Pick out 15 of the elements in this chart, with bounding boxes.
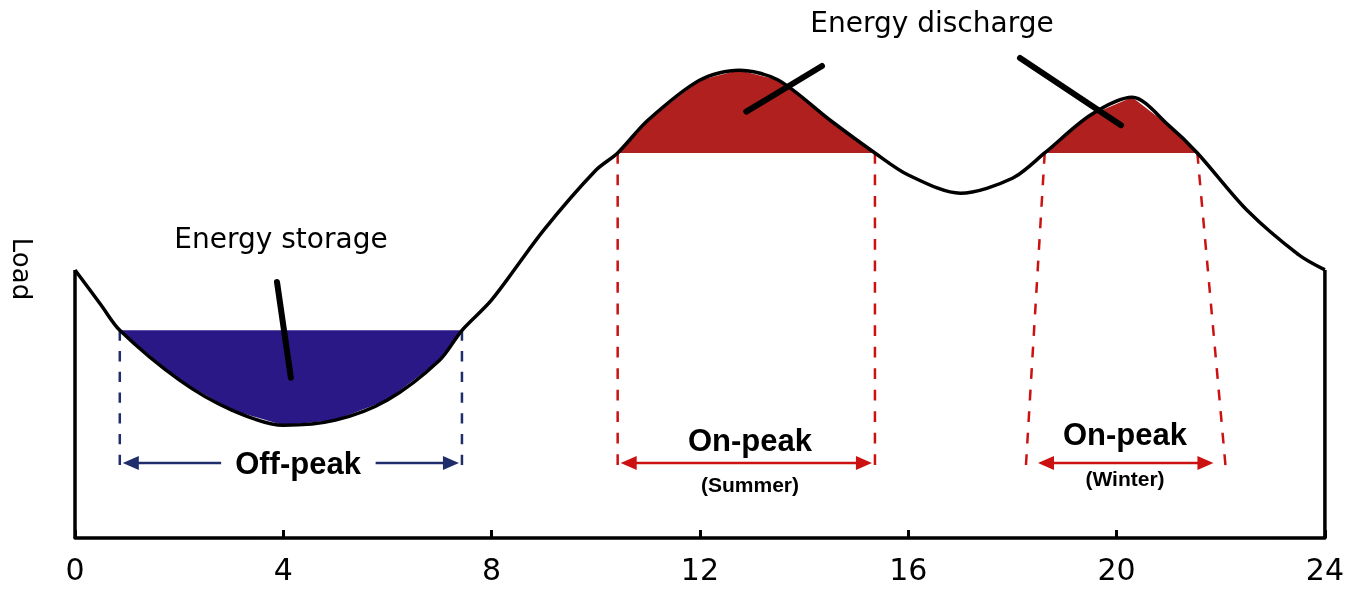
x-tick-label: 8: [482, 551, 502, 587]
annotation: On-peak: [687, 422, 813, 458]
annotation: Off-peak: [235, 445, 362, 481]
annotation: (Winter): [1085, 466, 1165, 490]
annotation: On-peak: [1062, 416, 1188, 452]
x-tick-label: 24: [1305, 551, 1345, 587]
annotation: Energy storage: [174, 221, 388, 255]
x-tick-label: 4: [273, 551, 293, 587]
x-tick-label: 20: [1097, 551, 1136, 587]
x-tick-label: 0: [65, 551, 85, 587]
annotation: (Summer): [700, 472, 800, 496]
x-tick-label: 16: [889, 551, 928, 587]
y-axis-title: Load: [7, 237, 37, 301]
text: Energy discharge: [810, 5, 1054, 39]
x-tick-label: 12: [680, 551, 720, 587]
